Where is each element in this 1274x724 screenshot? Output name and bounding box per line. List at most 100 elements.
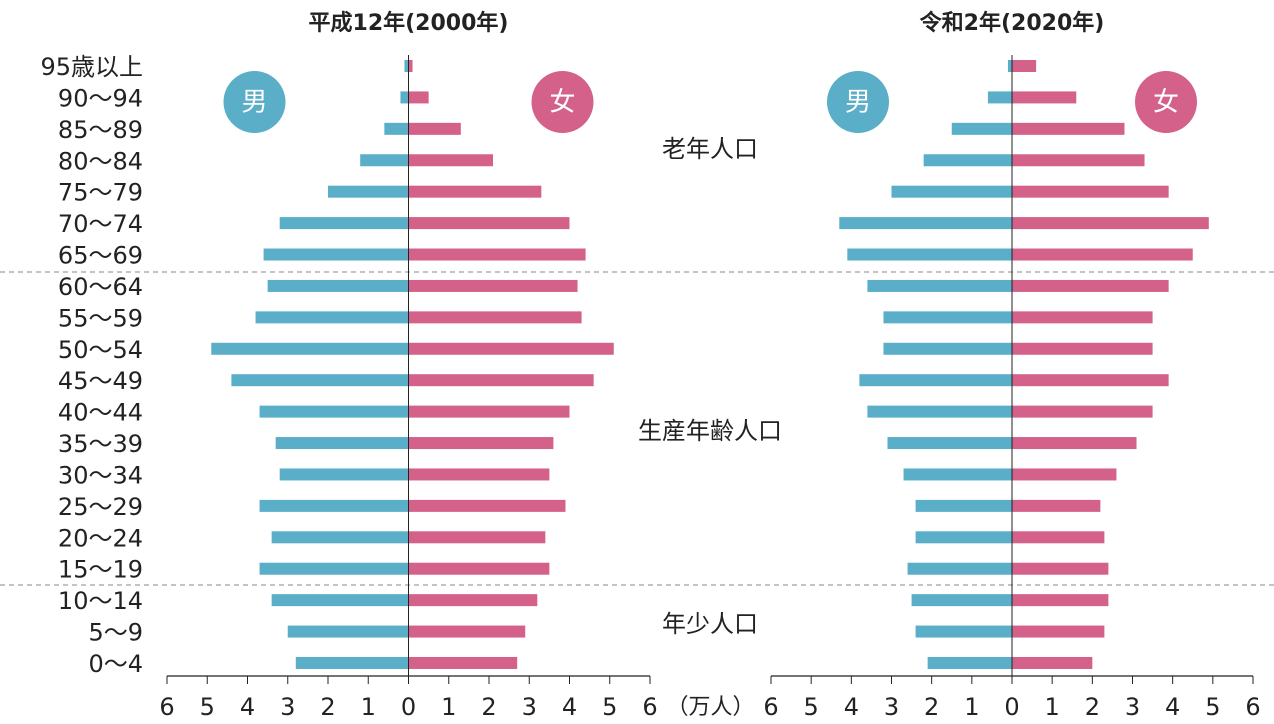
bar <box>287 625 409 638</box>
bar <box>923 154 1012 167</box>
bar <box>408 185 542 198</box>
bar <box>408 279 578 292</box>
bar <box>328 185 409 198</box>
legend-marker <box>1135 71 1197 133</box>
y-tick-label: 35～39 <box>58 430 143 458</box>
bar <box>883 311 1012 324</box>
y-tick-label: 5～9 <box>88 619 143 647</box>
bar <box>279 217 409 230</box>
bar <box>408 656 518 669</box>
bar <box>887 437 1012 450</box>
bar <box>1012 185 1169 198</box>
bar <box>408 625 526 638</box>
bar <box>1012 342 1153 355</box>
bar <box>867 405 1012 418</box>
bar <box>1012 122 1125 135</box>
bar <box>1012 531 1105 544</box>
bar <box>384 122 409 135</box>
bar <box>408 91 429 104</box>
y-tick-label: 25～29 <box>58 493 143 521</box>
bar <box>1012 248 1193 261</box>
legend-label: 男 <box>845 88 871 118</box>
x-tick-label: 1 <box>964 693 979 721</box>
bar <box>263 248 409 261</box>
x-tick-label: 3 <box>522 693 537 721</box>
y-tick-label: 0～4 <box>88 650 143 678</box>
bar <box>1012 311 1153 324</box>
bar <box>408 405 570 418</box>
x-tick-label: 3 <box>1125 693 1140 721</box>
y-tick-label: 70～74 <box>58 210 143 238</box>
bar <box>1012 279 1169 292</box>
bar <box>907 562 1012 575</box>
bar <box>408 154 494 167</box>
bar <box>211 342 409 355</box>
legend-label: 男 <box>241 88 267 118</box>
bar <box>408 594 538 607</box>
x-tick-label: 2 <box>320 693 335 721</box>
legend-marker <box>531 71 594 133</box>
bar <box>408 531 546 544</box>
y-tick-label: 15～19 <box>58 556 143 584</box>
bar <box>1012 625 1105 638</box>
bar <box>279 468 409 481</box>
bar <box>987 91 1012 104</box>
y-tick-label: 50～54 <box>58 336 143 364</box>
x-tick-label: 1 <box>1045 693 1060 721</box>
y-tick-label: 90～94 <box>58 84 143 112</box>
y-tick-label: 85～89 <box>58 116 143 144</box>
annotation: 老年人口 <box>662 135 758 163</box>
bar <box>408 248 586 261</box>
bar <box>408 437 554 450</box>
bar <box>951 122 1012 135</box>
bar <box>231 374 409 387</box>
x-tick-label: 2 <box>481 693 496 721</box>
bar <box>408 468 550 481</box>
bar <box>1012 562 1109 575</box>
y-tick-label: 75～79 <box>58 179 143 207</box>
bar <box>400 91 409 104</box>
x-tick-label: 4 <box>562 693 577 721</box>
bar <box>408 499 566 512</box>
y-tick-label: 95歳以上 <box>40 53 143 81</box>
bar <box>915 499 1012 512</box>
bar <box>915 531 1012 544</box>
bar <box>404 60 409 72</box>
bar <box>275 437 409 450</box>
bar <box>1012 405 1153 418</box>
x-tick-label: 2 <box>1085 693 1100 721</box>
x-tick-label: 6 <box>763 693 778 721</box>
bar <box>1007 60 1012 72</box>
bar <box>1012 154 1145 167</box>
bar <box>408 60 413 72</box>
legend-label: 女 <box>1153 88 1179 118</box>
bar <box>915 625 1012 638</box>
bar <box>271 594 409 607</box>
y-tick-label: 80～84 <box>58 147 143 175</box>
bar <box>867 279 1012 292</box>
y-tick-label: 60～64 <box>58 273 143 301</box>
x-tick-label: 4 <box>240 693 255 721</box>
bar <box>1012 60 1037 72</box>
x-tick-label: 3 <box>884 693 899 721</box>
bar <box>1012 656 1093 669</box>
bar <box>408 217 570 230</box>
bar <box>408 342 614 355</box>
bar <box>259 405 409 418</box>
bar <box>891 185 1012 198</box>
chart-title: 令和2年(2020年) <box>920 10 1105 36</box>
y-tick-label: 65～69 <box>58 242 143 270</box>
bar <box>1012 374 1169 387</box>
x-tick-label: 5 <box>1205 693 1220 721</box>
bar <box>911 594 1012 607</box>
bar <box>903 468 1012 481</box>
y-tick-label: 20～24 <box>58 524 143 552</box>
x-tick-label: 0 <box>1004 693 1019 721</box>
bar <box>295 656 409 669</box>
bar <box>1012 437 1137 450</box>
bar <box>859 374 1012 387</box>
annotation: 年少人口 <box>662 610 758 638</box>
bar <box>408 374 594 387</box>
chart-title: 平成12年(2000年) <box>309 10 509 36</box>
